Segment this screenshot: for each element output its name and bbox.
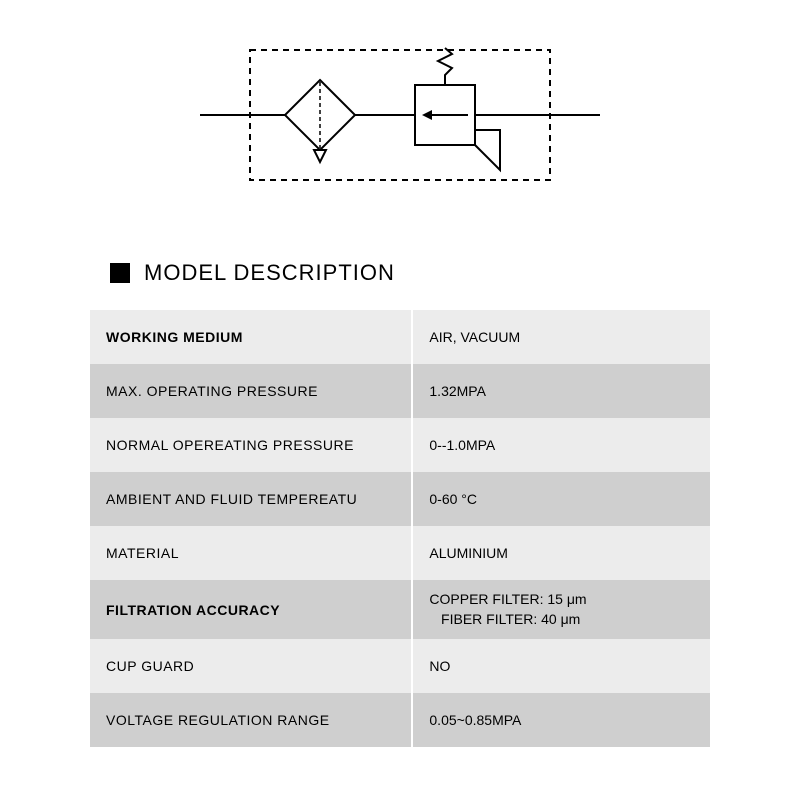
- spec-table-body: WORKING MEDIUMAIR, VACUUMMAX. OPERATING …: [90, 310, 710, 747]
- spec-value: 1.32MPA: [412, 364, 710, 418]
- regulator-symbol: [415, 48, 500, 170]
- section-title: MODEL DESCRIPTION: [144, 260, 395, 286]
- spec-label: NORMAL OPEREATING PRESSURE: [90, 418, 412, 472]
- table-row: VOLTAGE REGULATION RANGE0.05~0.85MPA: [90, 693, 710, 747]
- bullet-square-icon: [110, 263, 130, 283]
- spec-label: MAX. OPERATING PRESSURE: [90, 364, 412, 418]
- spec-label: CUP GUARD: [90, 639, 412, 693]
- table-row: NORMAL OPEREATING PRESSURE0--1.0MPA: [90, 418, 710, 472]
- table-row: MATERIALALUMINIUM: [90, 526, 710, 580]
- schematic-svg: [190, 30, 610, 200]
- spec-label: WORKING MEDIUM: [90, 310, 412, 364]
- schematic-diagram: [190, 30, 610, 200]
- spec-table: WORKING MEDIUMAIR, VACUUMMAX. OPERATING …: [90, 310, 710, 747]
- spec-value: ALUMINIUM: [412, 526, 710, 580]
- spec-label: FILTRATION ACCURACY: [90, 580, 412, 639]
- spec-label: MATERIAL: [90, 526, 412, 580]
- table-row: AMBIENT AND FLUID TEMPEREATU0-60 °C: [90, 472, 710, 526]
- spec-value: 0.05~0.85MPA: [412, 693, 710, 747]
- spec-value: AIR, VACUUM: [412, 310, 710, 364]
- spec-value: 0-60 °C: [412, 472, 710, 526]
- spec-value: 0--1.0MPA: [412, 418, 710, 472]
- spec-label: VOLTAGE REGULATION RANGE: [90, 693, 412, 747]
- table-row: MAX. OPERATING PRESSURE1.32MPA: [90, 364, 710, 418]
- section-header: MODEL DESCRIPTION: [110, 260, 395, 286]
- table-row: WORKING MEDIUMAIR, VACUUM: [90, 310, 710, 364]
- table-row: CUP GUARDNO: [90, 639, 710, 693]
- spec-label: AMBIENT AND FLUID TEMPEREATU: [90, 472, 412, 526]
- spec-value: NO: [412, 639, 710, 693]
- table-row: FILTRATION ACCURACYCOPPER FILTER: 15 μm …: [90, 580, 710, 639]
- filter-symbol: [285, 80, 355, 162]
- spec-value: COPPER FILTER: 15 μm FIBER FILTER: 40 μm: [412, 580, 710, 639]
